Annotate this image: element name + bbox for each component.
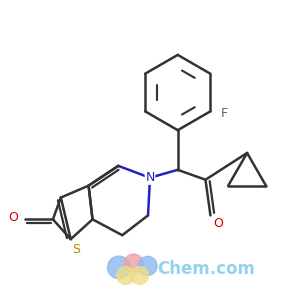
Circle shape bbox=[131, 266, 148, 284]
Text: O: O bbox=[8, 211, 18, 224]
Circle shape bbox=[124, 254, 143, 273]
Text: S: S bbox=[72, 243, 80, 256]
Circle shape bbox=[117, 266, 134, 284]
Text: Chem.com: Chem.com bbox=[158, 260, 255, 278]
Text: N: N bbox=[145, 171, 155, 184]
Circle shape bbox=[107, 256, 130, 279]
Text: F: F bbox=[221, 107, 228, 120]
Circle shape bbox=[138, 256, 157, 275]
Text: O: O bbox=[213, 217, 223, 230]
